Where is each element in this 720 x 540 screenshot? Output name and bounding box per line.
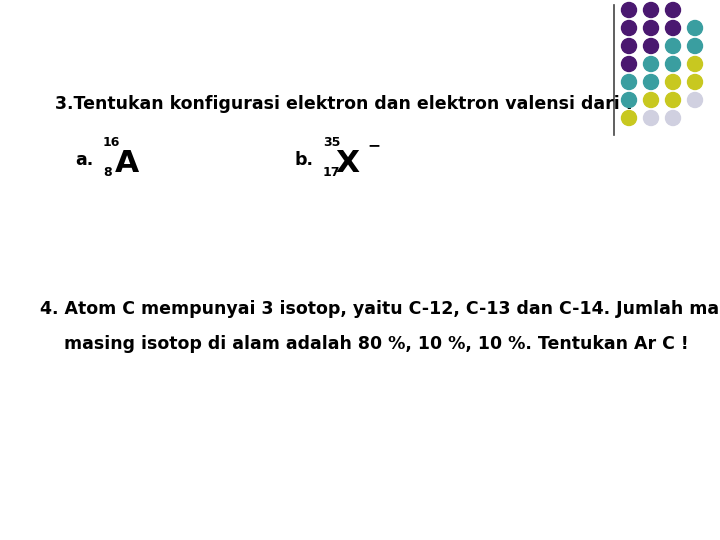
Circle shape <box>644 75 659 90</box>
Circle shape <box>665 57 680 71</box>
Circle shape <box>621 111 636 125</box>
Circle shape <box>665 92 680 107</box>
Text: A: A <box>115 148 139 178</box>
Circle shape <box>665 21 680 36</box>
Circle shape <box>665 111 680 125</box>
Text: masing isotop di alam adalah 80 %, 10 %, 10 %. Tentukan Ar C !: masing isotop di alam adalah 80 %, 10 %,… <box>40 335 688 353</box>
Text: b.: b. <box>295 151 314 169</box>
Circle shape <box>665 75 680 90</box>
Circle shape <box>621 3 636 17</box>
Circle shape <box>688 92 703 107</box>
Circle shape <box>621 57 636 71</box>
Text: 3.Tentukan konfigurasi elektron dan elektron valensi dari :: 3.Tentukan konfigurasi elektron dan elek… <box>55 95 633 113</box>
Circle shape <box>644 3 659 17</box>
Circle shape <box>644 57 659 71</box>
Circle shape <box>644 111 659 125</box>
Text: −: − <box>367 138 380 153</box>
Text: a.: a. <box>75 151 94 169</box>
Circle shape <box>621 75 636 90</box>
Circle shape <box>688 75 703 90</box>
Text: X: X <box>335 148 359 178</box>
Text: 8: 8 <box>103 165 112 179</box>
Text: 17: 17 <box>323 165 341 179</box>
Circle shape <box>621 38 636 53</box>
Circle shape <box>688 57 703 71</box>
Circle shape <box>644 38 659 53</box>
Circle shape <box>644 21 659 36</box>
Circle shape <box>665 38 680 53</box>
Text: 16: 16 <box>103 136 120 148</box>
Circle shape <box>688 21 703 36</box>
Circle shape <box>688 38 703 53</box>
Circle shape <box>621 21 636 36</box>
Text: 4. Atom C mempunyai 3 isotop, yaitu C-12, C-13 dan C-14. Jumlah masing-: 4. Atom C mempunyai 3 isotop, yaitu C-12… <box>40 300 720 318</box>
Circle shape <box>621 92 636 107</box>
Circle shape <box>644 92 659 107</box>
Circle shape <box>665 3 680 17</box>
Text: 35: 35 <box>323 136 341 148</box>
